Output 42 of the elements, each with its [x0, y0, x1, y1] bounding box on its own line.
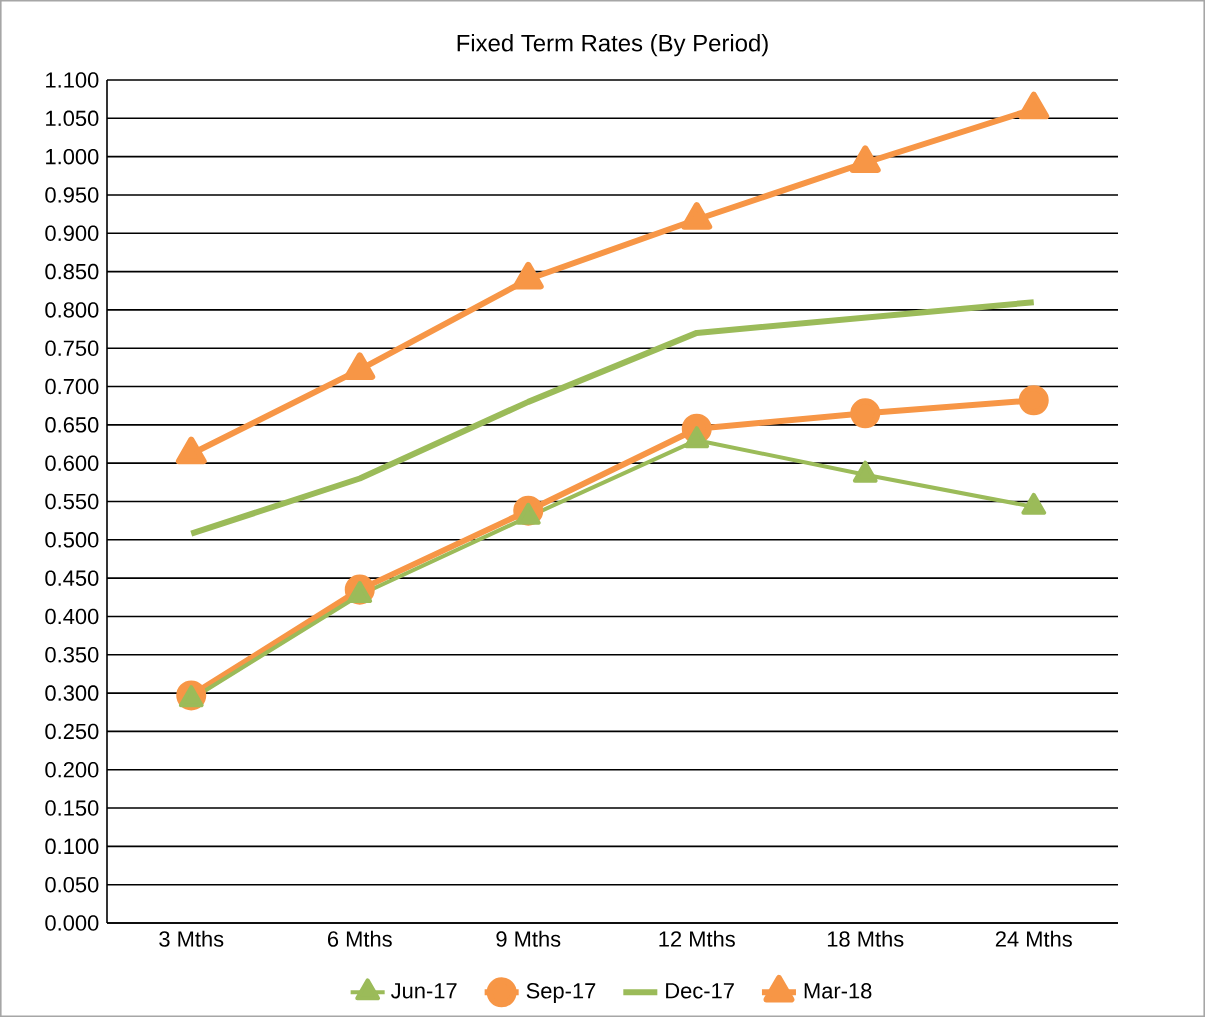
y-tick-label: 0.800 [45, 302, 99, 318]
x-tick-label: 18 Mths [827, 930, 904, 947]
point [1021, 492, 1047, 515]
x-tick-label: 12 Mths [659, 930, 735, 947]
y-tick-label: 0.450 [45, 570, 99, 586]
y-tick-label: 0.650 [45, 417, 99, 433]
y-tick-label: 0.200 [45, 761, 99, 778]
y-tick-label: 0.300 [45, 685, 99, 701]
x-tick-label: 3 Mths [159, 930, 224, 947]
x-tick-label: 6 Mths [327, 930, 392, 947]
legend-label: Mar-18 [804, 983, 872, 999]
y-tick-label: 0.850 [45, 263, 99, 280]
y-tick-label: 0.700 [45, 378, 99, 395]
legend-label: Sep-17 [526, 983, 596, 1003]
point [852, 460, 878, 483]
x-tick-label: 9 Mths [496, 930, 561, 947]
legend-label: Jun-17 [390, 983, 457, 999]
point [849, 145, 881, 173]
y-tick-label: 0.150 [45, 800, 99, 816]
point [1018, 91, 1050, 120]
y-tick-label: 0.900 [45, 225, 99, 242]
y-tick-label: 0.000 [45, 915, 99, 931]
y-tick-label: 0.950 [45, 187, 99, 203]
point [681, 202, 713, 230]
legend-label: Dec-17 [666, 983, 734, 999]
y-tick-label: 0.100 [45, 838, 99, 855]
y-tick-label: 1.050 [46, 110, 99, 127]
y-tick-label: 0.050 [45, 876, 99, 893]
y-tick-label: 0.600 [45, 455, 99, 471]
y-tick-label: 0.400 [45, 608, 99, 625]
y-tick-label: 0.750 [45, 340, 99, 356]
y-tick-label: 1.100 [46, 72, 99, 88]
point [512, 261, 544, 290]
chart-title: Fixed Term Rates (By Period) [457, 34, 768, 57]
y-tick-label: 0.550 [45, 493, 99, 510]
x-tick-label: 24 Mths [995, 930, 1072, 947]
y-tick-label: 0.250 [45, 723, 99, 740]
point [175, 436, 207, 465]
y-tick-label: 0.350 [45, 647, 99, 663]
point [344, 352, 376, 380]
y-tick-label: 0.500 [45, 532, 99, 548]
y-tick-label: 1.000 [46, 148, 99, 165]
